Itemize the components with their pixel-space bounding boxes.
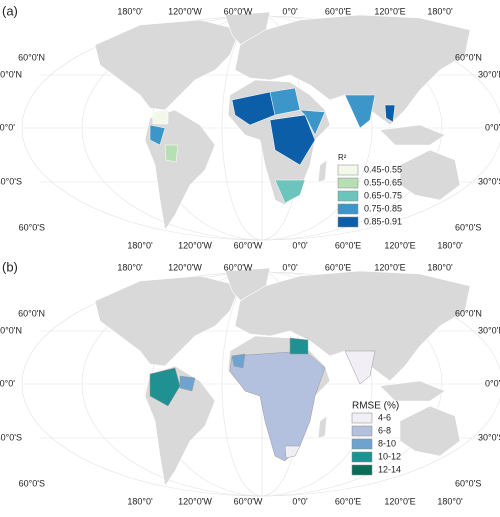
top-lon-label: 60°0'E [325, 6, 351, 16]
shaded-countries [149, 87, 396, 204]
top-lon-label: 60°0'E [325, 262, 351, 272]
left-lat-label: 30°0'S [0, 176, 22, 186]
legend-swatch [337, 177, 359, 189]
panel-label: (a) [2, 3, 18, 18]
bottom-lon-label: 0°0' [292, 240, 308, 250]
left-lat-label: 0°0' [0, 122, 15, 132]
base-map [21, 11, 500, 241]
top-lon-label: 60°0'W [224, 262, 253, 272]
right-lat-label: 60°0'N [455, 308, 482, 318]
legend-swatch [337, 164, 359, 176]
top-lon-label: 180°0' [427, 6, 453, 16]
panel-label: (b) [2, 259, 18, 274]
left-lat-label: 0°0' [0, 378, 15, 388]
top-lon-label: 120°0'W [168, 6, 202, 16]
top-lon-label: 120°0'E [374, 262, 405, 272]
bottom-lon-label: 120°0'E [384, 240, 415, 250]
left-lat-label: 60°0'N [18, 308, 45, 318]
legend-title: R² [338, 153, 347, 162]
left-lat-label: 30°0'N [0, 69, 22, 79]
map-panel: (b) 180°0' 120°0'W 60°0'W 0°0' 60°0'E 120°0'E 1… [0, 259, 500, 506]
shaded-countries [149, 337, 376, 462]
top-lon-label: 180°0' [117, 262, 143, 272]
left-lat-label: 60°0'S [19, 478, 45, 488]
right-lat-label: 30°0'S [478, 432, 500, 442]
legend-label: 8-10 [378, 438, 396, 448]
legend-label: 10-12 [378, 451, 401, 461]
bottom-lon-label: 0°0' [292, 496, 308, 506]
legend-label: 0.85-0.91 [364, 216, 402, 226]
right-lat-label: 60°0'S [455, 478, 481, 488]
left-lat-label: 60°0'N [18, 52, 45, 62]
legend-swatch [351, 451, 373, 463]
legend-swatch [337, 216, 359, 228]
right-lat-label: 30°0'N [478, 325, 500, 335]
map-panel: (a) 180°0' 120°0'W 60°0'W 0°0' 60°0'E 120°0'E 1… [0, 3, 500, 250]
top-lon-label: 0°0' [282, 6, 298, 16]
right-lat-label: 0°0' [485, 378, 500, 388]
top-lon-label: 120°0'E [374, 6, 405, 16]
legend-label: 0.75-0.85 [364, 203, 402, 213]
legend-swatch [337, 203, 359, 215]
legend-label: 0.65-0.75 [364, 190, 402, 200]
legend-swatch [351, 438, 373, 450]
bottom-lon-label: 120°0'W [178, 496, 212, 506]
legend-label: 12-14 [378, 464, 401, 474]
top-lon-label: 60°0'W [224, 6, 253, 16]
top-lon-label: 180°0' [427, 262, 453, 272]
legend-label: 0.55-0.65 [364, 177, 402, 187]
top-lon-label: 180°0' [117, 6, 143, 16]
left-lat-label: 60°0'S [19, 222, 45, 232]
legend-title: RMSE (%) [352, 401, 399, 412]
bottom-lon-label: 60°0'E [335, 240, 361, 250]
right-lat-label: 30°0'S [478, 176, 500, 186]
legend-swatch [351, 425, 373, 437]
bottom-lon-label: 120°0'W [178, 240, 212, 250]
top-lon-label: 120°0'W [168, 262, 202, 272]
bottom-lon-label: 180°0' [127, 240, 153, 250]
bottom-lon-label: 60°0'W [234, 496, 263, 506]
legend-label: 6-8 [378, 425, 391, 435]
right-lat-label: 60°0'S [455, 222, 481, 232]
left-lat-label: 30°0'S [0, 432, 22, 442]
legend-swatch [351, 464, 373, 476]
legend-swatch [351, 412, 373, 424]
legend-label: 0.45-0.55 [364, 164, 402, 174]
right-lat-label: 30°0'N [478, 69, 500, 79]
legend-swatch [337, 190, 359, 202]
left-lat-label: 30°0'N [0, 325, 22, 335]
legend-label: 4-6 [378, 412, 391, 422]
right-lat-label: 0°0' [485, 122, 500, 132]
bottom-lon-label: 120°0'E [384, 496, 415, 506]
bottom-lon-label: 60°0'W [234, 240, 263, 250]
bottom-lon-label: 180°0' [437, 496, 463, 506]
bottom-lon-label: 180°0' [127, 496, 153, 506]
top-lon-label: 0°0' [282, 262, 298, 272]
right-lat-label: 60°0'N [455, 52, 482, 62]
bottom-lon-label: 60°0'E [335, 496, 361, 506]
bottom-lon-label: 180°0' [437, 240, 463, 250]
